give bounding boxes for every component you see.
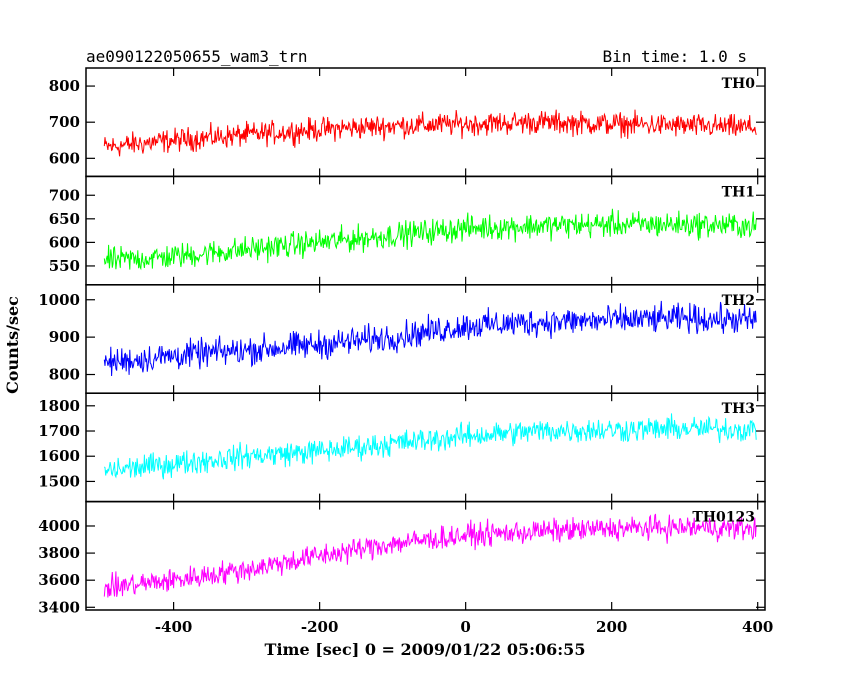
- y-tick-label: 4000: [38, 517, 80, 535]
- panel-label-th0123: TH0123: [692, 510, 755, 526]
- y-tick-label: 800: [49, 366, 80, 384]
- panel-frame: [85, 175, 766, 286]
- x-tick-label: 0: [460, 618, 470, 636]
- y-tick-label: 1500: [38, 472, 80, 490]
- y-tick-label: 600: [49, 233, 80, 251]
- y-tick-label: 3600: [38, 571, 80, 589]
- y-tick-label: 650: [49, 210, 80, 228]
- series-th3: [103, 413, 757, 480]
- x-tick-label: -400: [155, 618, 193, 636]
- series-th0: [103, 109, 757, 157]
- y-tick-label: 800: [49, 77, 80, 95]
- y-tick-label: 1600: [38, 447, 80, 465]
- y-tick-label: 900: [49, 328, 80, 346]
- x-axis-label: Time [sec] 0 = 2009/01/22 05:06:55: [265, 640, 586, 659]
- panel-label-th1: TH1: [722, 184, 755, 200]
- panels: 600 700 800 TH0 550 600 650 700 TH1 800 900 1000 TH2…: [38, 67, 773, 636]
- y-tick-label: 600: [49, 149, 80, 167]
- x-tick-label: -200: [301, 618, 339, 636]
- y-tick-label: 550: [49, 257, 80, 275]
- series-th2: [103, 300, 757, 377]
- panel-label-th2: TH2: [722, 293, 755, 309]
- series-th0123: [103, 513, 757, 598]
- y-tick-label: 1000: [38, 291, 80, 309]
- panel-frame: [85, 67, 766, 178]
- y-tick-label: 3400: [38, 598, 80, 616]
- x-tick-label: 200: [596, 618, 627, 636]
- y-tick-label: 3800: [38, 544, 80, 562]
- chart-title: ae090122050655_wam3_trn: [86, 47, 308, 66]
- y-axis-label: Counts/sec: [3, 296, 22, 394]
- bin-time-label: Bin time: 1.0 s: [603, 47, 748, 66]
- series-th1: [103, 208, 757, 271]
- panel-frame: [85, 284, 766, 394]
- y-tick-label: 700: [49, 186, 80, 204]
- y-tick-label: 1700: [38, 422, 80, 440]
- panel-label-th3: TH3: [722, 401, 755, 417]
- x-tick-label: 400: [742, 618, 773, 636]
- panel-frame: [85, 500, 766, 611]
- panel-label-th0: TH0: [722, 76, 756, 92]
- y-tick-label: 1800: [38, 397, 80, 415]
- y-tick-label: 700: [49, 113, 80, 131]
